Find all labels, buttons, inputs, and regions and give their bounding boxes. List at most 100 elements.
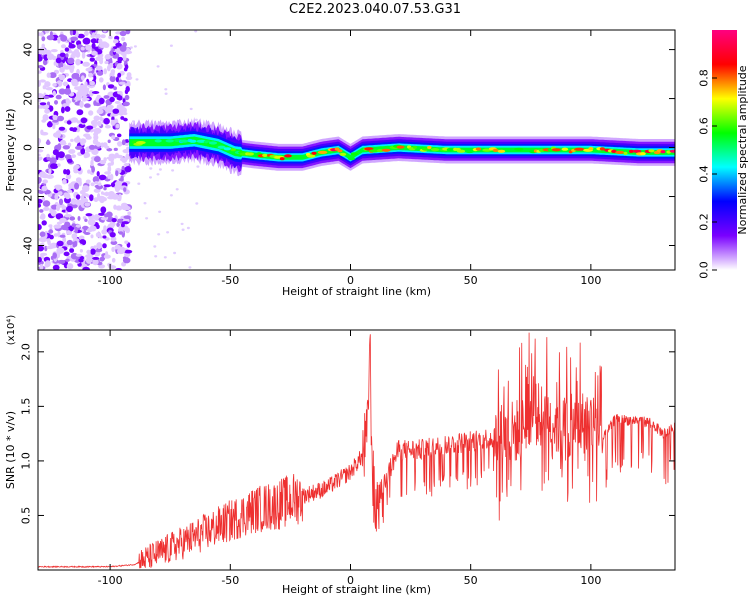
- ridge-hotspot: [217, 145, 226, 149]
- noise-blob: [103, 254, 111, 259]
- noise-blob: [115, 170, 119, 177]
- ridge-hotspot: [514, 147, 524, 151]
- noise-blob: [117, 90, 123, 95]
- noise-blob: [56, 204, 60, 212]
- noise-blob: [84, 152, 91, 158]
- noise-blob: [39, 102, 47, 106]
- noise-blob: [70, 198, 77, 205]
- noise-blob: [95, 141, 101, 147]
- noise-blob: [56, 251, 61, 259]
- y-tick-label: 0.5: [20, 507, 33, 525]
- ridge-hotspot: [446, 148, 453, 152]
- noise-blob: [74, 182, 80, 190]
- ridge-hotspot: [464, 149, 475, 154]
- noise-blob: [65, 173, 72, 180]
- noise-blob: [52, 252, 57, 259]
- noise-blob: [84, 30, 89, 37]
- noise-blob: [149, 167, 153, 170]
- ridge-hotspot: [660, 150, 666, 154]
- noise-blob: [80, 46, 85, 51]
- noise-blob: [54, 184, 63, 189]
- noise-blob: [100, 216, 108, 221]
- noise-blob: [117, 95, 123, 101]
- noise-blob: [113, 204, 117, 210]
- noise-blob: [62, 236, 67, 244]
- noise-blob: [65, 53, 69, 58]
- noise-blob: [118, 108, 125, 114]
- ridge-hotspot: [262, 153, 268, 157]
- noise-blob: [58, 198, 64, 205]
- noise-blob: [107, 84, 115, 89]
- noise-blob: [120, 223, 125, 228]
- noise-blob: [107, 165, 112, 173]
- noise-blob: [96, 108, 104, 115]
- ridge-hotspot: [497, 149, 506, 153]
- noise-blob: [50, 49, 58, 53]
- noise-blob: [135, 78, 139, 81]
- noise-blob: [103, 157, 107, 162]
- noise-blob: [64, 47, 70, 52]
- noise-blob: [49, 157, 57, 165]
- noise-blob: [62, 226, 69, 231]
- noise-blob: [100, 206, 107, 214]
- noise-blob: [105, 107, 114, 114]
- noise-blob: [49, 208, 54, 214]
- ridge-hotspot: [189, 139, 197, 143]
- noise-blob: [82, 37, 91, 45]
- ridge-hotspot: [279, 157, 285, 161]
- noise-blob: [44, 49, 52, 55]
- noise-blob: [81, 97, 87, 102]
- colorbar-tick-label: 0.6: [698, 117, 711, 135]
- noise-blob: [86, 249, 91, 255]
- noise-blob: [66, 120, 72, 125]
- noise-blob: [64, 214, 72, 218]
- noise-blob: [38, 245, 44, 252]
- noise-blob: [58, 126, 66, 131]
- noise-blob: [74, 97, 82, 101]
- noise-blob: [38, 256, 42, 263]
- noise-blob: [57, 143, 62, 151]
- noise-blob: [103, 68, 107, 75]
- noise-blob: [100, 196, 107, 202]
- noise-blob: [89, 57, 96, 62]
- noise-blob: [46, 139, 50, 145]
- noise-blob: [194, 30, 198, 33]
- noise-blob: [102, 84, 106, 91]
- ridge-hotspot: [339, 152, 347, 156]
- noise-blob: [156, 173, 160, 176]
- noise-blob: [102, 235, 107, 239]
- noise-blob: [58, 74, 66, 81]
- noise-blob: [121, 36, 126, 42]
- noise-blob: [44, 81, 51, 88]
- noise-blob: [103, 30, 107, 33]
- noise-blob: [52, 90, 56, 97]
- noise-blob: [38, 189, 42, 193]
- noise-blob: [71, 223, 77, 228]
- noise-blob: [124, 249, 133, 254]
- noise-blob: [57, 37, 61, 44]
- noise-blob: [71, 233, 78, 240]
- ridge-hotspot: [615, 150, 625, 154]
- noise-blob: [57, 163, 61, 167]
- noise-blob: [107, 262, 112, 267]
- noise-blob: [120, 116, 125, 120]
- noise-blob: [66, 239, 74, 246]
- noise-blob: [43, 206, 50, 211]
- noise-blob: [93, 214, 100, 221]
- noise-blob: [38, 138, 41, 146]
- ridge-hotspot: [412, 145, 417, 149]
- noise-blob: [62, 178, 67, 185]
- noise-blob: [109, 96, 115, 103]
- noise-blob: [91, 148, 99, 155]
- noise-blob: [110, 240, 118, 245]
- noise-blob: [114, 101, 121, 104]
- noise-blob: [91, 50, 98, 56]
- heatmap-frame: [37, 29, 676, 271]
- noise-blob: [77, 33, 85, 39]
- noise-blob: [38, 70, 42, 74]
- colorbar-tick-label: 0.2: [698, 213, 711, 231]
- noise-blob: [98, 174, 107, 181]
- noise-blob: [54, 193, 59, 201]
- noise-blob: [40, 252, 48, 256]
- noise-blob: [46, 53, 55, 60]
